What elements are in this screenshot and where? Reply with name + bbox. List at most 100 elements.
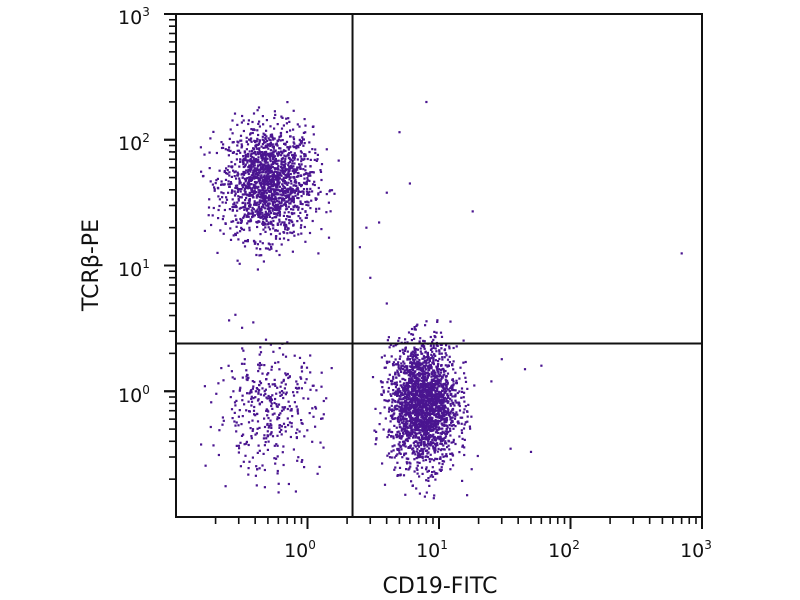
data-point bbox=[400, 407, 403, 410]
data-point bbox=[251, 428, 255, 431]
data-point bbox=[427, 373, 431, 376]
data-point bbox=[423, 377, 426, 380]
data-point bbox=[396, 394, 399, 397]
data-point bbox=[282, 169, 285, 172]
data-point bbox=[398, 397, 401, 400]
data-point bbox=[435, 365, 438, 368]
data-point bbox=[287, 238, 290, 242]
data-point bbox=[463, 423, 466, 426]
data-point bbox=[269, 158, 272, 161]
data-point bbox=[281, 139, 284, 142]
data-point bbox=[292, 128, 295, 131]
data-point bbox=[237, 197, 240, 201]
data-point bbox=[234, 232, 237, 235]
data-point bbox=[416, 396, 419, 400]
data-point bbox=[407, 331, 411, 334]
data-point bbox=[275, 143, 278, 146]
data-point bbox=[421, 357, 424, 360]
data-point bbox=[395, 433, 398, 436]
data-point bbox=[277, 491, 280, 494]
data-point bbox=[430, 367, 433, 370]
data-point bbox=[257, 156, 260, 159]
data-point bbox=[270, 404, 273, 408]
data-point bbox=[241, 114, 244, 118]
data-point bbox=[259, 184, 262, 187]
data-point bbox=[285, 175, 288, 178]
data-point bbox=[415, 394, 418, 397]
data-point bbox=[419, 374, 422, 377]
data-point bbox=[400, 365, 403, 368]
data-point bbox=[269, 171, 272, 174]
data-point bbox=[268, 243, 271, 246]
data-point bbox=[441, 408, 444, 411]
data-point bbox=[244, 204, 247, 207]
data-point bbox=[442, 405, 445, 409]
data-point bbox=[438, 405, 441, 408]
data-point bbox=[410, 402, 413, 405]
data-point bbox=[291, 195, 294, 198]
data-point bbox=[430, 357, 433, 360]
data-point bbox=[238, 180, 241, 183]
data-point bbox=[412, 451, 415, 454]
data-point bbox=[270, 245, 273, 248]
data-point bbox=[390, 404, 393, 407]
data-point bbox=[414, 427, 417, 430]
data-point bbox=[463, 400, 466, 403]
data-point bbox=[423, 426, 426, 429]
data-point bbox=[295, 436, 298, 439]
data-point bbox=[461, 479, 464, 482]
data-point bbox=[439, 435, 442, 438]
data-point bbox=[278, 413, 281, 416]
data-point bbox=[450, 385, 453, 388]
data-point bbox=[473, 384, 476, 387]
data-point bbox=[278, 190, 281, 193]
data-point bbox=[209, 137, 212, 140]
data-point bbox=[398, 405, 401, 409]
data-point bbox=[282, 166, 285, 169]
data-point bbox=[415, 411, 418, 414]
data-point bbox=[431, 441, 435, 444]
data-point bbox=[250, 404, 253, 407]
data-point bbox=[417, 419, 420, 422]
data-point bbox=[445, 453, 448, 456]
data-point bbox=[440, 443, 444, 446]
data-point bbox=[292, 138, 296, 141]
data-point bbox=[284, 372, 287, 375]
data-point bbox=[278, 430, 281, 433]
data-point bbox=[249, 218, 252, 221]
data-point bbox=[432, 374, 436, 378]
data-point bbox=[404, 372, 407, 375]
data-point bbox=[286, 417, 289, 420]
data-point bbox=[264, 146, 267, 149]
data-point bbox=[422, 355, 425, 358]
data-point bbox=[421, 452, 425, 455]
y-tick-label-1: 101 bbox=[118, 257, 150, 281]
data-point bbox=[429, 440, 432, 444]
data-point bbox=[446, 383, 449, 386]
data-point bbox=[397, 415, 400, 418]
data-point bbox=[303, 225, 306, 229]
data-point bbox=[244, 454, 247, 457]
data-point bbox=[264, 392, 267, 396]
data-point bbox=[412, 353, 415, 356]
data-point bbox=[226, 169, 229, 172]
data-point bbox=[221, 416, 224, 419]
data-point bbox=[296, 166, 299, 169]
data-point bbox=[221, 183, 224, 186]
data-point bbox=[276, 386, 279, 389]
data-point bbox=[231, 119, 234, 122]
x-axis-ticks bbox=[214, 517, 703, 529]
data-point bbox=[258, 171, 261, 174]
data-point bbox=[200, 170, 203, 173]
data-point bbox=[432, 338, 435, 341]
data-point bbox=[299, 155, 302, 158]
data-point bbox=[400, 362, 403, 365]
data-point bbox=[412, 385, 416, 388]
data-point bbox=[289, 129, 292, 132]
data-point bbox=[429, 403, 433, 406]
data-point bbox=[250, 168, 253, 171]
data-point bbox=[371, 376, 375, 379]
data-point bbox=[312, 171, 315, 174]
data-point bbox=[283, 387, 286, 390]
data-point bbox=[439, 436, 442, 439]
